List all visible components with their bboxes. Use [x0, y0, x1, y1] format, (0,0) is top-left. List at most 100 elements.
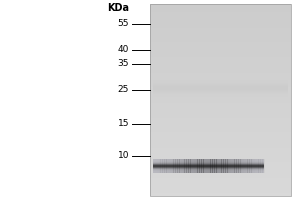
Bar — [150, 41, 291, 42]
Bar — [150, 84, 291, 86]
Bar — [164, 159, 167, 173]
Bar — [231, 159, 233, 173]
Bar — [150, 132, 291, 134]
Bar — [153, 94, 288, 95]
Bar — [175, 159, 178, 173]
Bar — [153, 84, 288, 85]
Bar — [153, 97, 288, 98]
Bar — [153, 165, 264, 166]
Bar — [153, 79, 288, 80]
Bar — [216, 159, 218, 173]
Bar — [150, 87, 291, 89]
Bar — [150, 180, 291, 182]
Bar — [201, 159, 203, 173]
Bar — [155, 159, 157, 173]
Bar — [150, 134, 291, 135]
Bar — [207, 159, 209, 173]
Bar — [153, 96, 288, 97]
Bar — [150, 137, 291, 138]
Bar — [160, 159, 163, 173]
Bar — [177, 159, 179, 173]
Bar — [153, 90, 288, 91]
Bar — [150, 145, 291, 146]
Bar — [196, 159, 198, 173]
Bar — [150, 58, 291, 60]
Bar — [153, 95, 288, 96]
Bar — [153, 86, 288, 87]
Bar — [153, 164, 264, 165]
Bar — [150, 81, 291, 82]
Bar — [153, 169, 264, 170]
Bar — [150, 42, 291, 44]
Bar — [150, 142, 291, 143]
Bar — [150, 20, 291, 22]
Bar — [150, 62, 291, 63]
Bar — [150, 97, 291, 98]
Bar — [150, 94, 291, 95]
Bar — [150, 103, 291, 105]
Bar — [150, 57, 291, 58]
Bar — [150, 52, 291, 54]
Bar — [153, 82, 288, 83]
Bar — [153, 78, 288, 79]
Bar — [150, 18, 291, 20]
Bar — [150, 186, 291, 188]
Text: 35: 35 — [118, 60, 129, 68]
Bar — [157, 159, 159, 173]
Bar — [150, 158, 291, 159]
Bar — [150, 82, 291, 84]
Bar — [203, 159, 206, 173]
Bar — [153, 172, 264, 173]
Bar — [150, 111, 291, 113]
Bar — [153, 165, 264, 166]
Bar — [150, 153, 291, 154]
Bar — [212, 159, 215, 173]
Bar — [150, 150, 291, 151]
Bar — [150, 126, 291, 127]
Bar — [150, 46, 291, 47]
Bar — [153, 167, 264, 168]
Bar — [183, 159, 185, 173]
Bar — [150, 194, 291, 196]
Bar — [153, 166, 264, 167]
Bar — [153, 91, 288, 92]
Bar — [150, 92, 291, 94]
Bar — [150, 60, 291, 62]
Bar — [153, 168, 264, 169]
Bar — [153, 162, 264, 163]
Bar — [150, 118, 291, 119]
Text: 55: 55 — [118, 20, 129, 28]
Text: 25: 25 — [118, 86, 129, 95]
Bar — [245, 159, 248, 173]
Bar — [153, 90, 288, 91]
Bar — [249, 159, 252, 173]
Bar — [150, 38, 291, 39]
Text: 40: 40 — [118, 46, 129, 54]
Bar — [232, 159, 235, 173]
Bar — [153, 171, 264, 172]
Bar — [150, 148, 291, 150]
Bar — [150, 121, 291, 122]
Bar — [150, 105, 291, 106]
Bar — [150, 4, 291, 196]
Bar — [223, 159, 226, 173]
Bar — [150, 22, 291, 23]
Bar — [150, 10, 291, 12]
Bar — [150, 164, 291, 166]
Bar — [242, 159, 244, 173]
Bar — [153, 83, 288, 84]
Bar — [170, 159, 172, 173]
Bar — [150, 9, 291, 10]
Bar — [153, 89, 288, 90]
Bar — [150, 65, 291, 66]
Bar — [150, 138, 291, 140]
Bar — [158, 159, 161, 173]
Bar — [150, 39, 291, 41]
Bar — [153, 169, 264, 170]
Bar — [238, 159, 241, 173]
Bar — [150, 68, 291, 70]
Bar — [173, 159, 176, 173]
Bar — [150, 190, 291, 191]
Bar — [150, 151, 291, 153]
Bar — [150, 175, 291, 177]
